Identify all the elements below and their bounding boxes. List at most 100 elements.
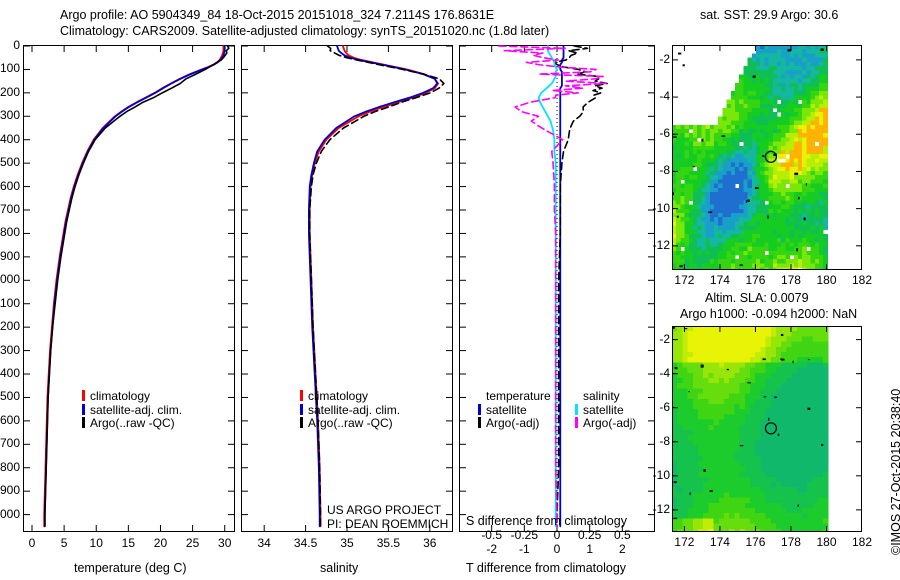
temperature-profile-panel xyxy=(23,45,235,532)
axis-tick-label: 1000 xyxy=(0,272,20,287)
axis-tick-label: 176 xyxy=(745,273,766,287)
axis-tick-label: 35.5 xyxy=(376,536,401,550)
t-difference-axis-title: T difference from climatology xyxy=(466,561,627,575)
sla-map-title-line2: Argo h1000: -0.094 h2000: NaN xyxy=(680,307,858,321)
difference-legend-salinity: salinity satellite Argo(-adj) xyxy=(575,389,637,431)
imos-copyright: ©IMOS 27-Oct-2015 20:38:40 xyxy=(889,388,900,555)
axis-tick-label: 174 xyxy=(709,535,730,549)
legend-swatch-satellite-adj xyxy=(82,403,85,415)
axis-tick-label: -12 xyxy=(652,501,670,516)
axis-tick-label: 700 xyxy=(0,202,20,216)
figure-title-line2: Climatology: CARS2009. Satellite-adjuste… xyxy=(60,24,550,38)
salinity-profile-panel xyxy=(241,45,453,532)
difference-profile-plot xyxy=(459,45,655,532)
axis-tick-label: 20 xyxy=(153,536,168,550)
legend-swatch-temperature-satellite xyxy=(478,403,481,415)
axis-tick-label: 300 xyxy=(0,108,20,123)
depth-axis-labels-left: 0 100 200 300 400 500 600 700 800 900 1000 1100 1200… xyxy=(0,0,23,580)
sst-map-title: sat. SST: 29.9 Argo: 30.6 xyxy=(700,8,839,22)
axis-tick-label: 35 xyxy=(340,536,354,550)
axis-tick-label: 172 xyxy=(674,273,695,287)
axis-tick-label: 172 xyxy=(674,535,695,549)
axis-tick-label: -0.25 xyxy=(510,528,539,542)
legend-swatch-temperature-argo xyxy=(478,417,481,428)
axis-tick-label: 1700 xyxy=(0,436,20,451)
salinity-axis-title: salinity xyxy=(320,561,359,575)
axis-tick-label: 1900 xyxy=(0,483,20,498)
axis-tick-label: 0 xyxy=(553,528,561,542)
axis-tick-label: -6 xyxy=(659,126,670,141)
legend-label-temperature-satellite: satellite xyxy=(486,402,527,417)
axis-tick-label: -2 xyxy=(659,51,670,66)
salinity-legend: climatology satellite-adj. clim. Argo(..… xyxy=(300,389,400,431)
axis-tick-label: 5 xyxy=(60,536,68,550)
legend-item-satellite-adj: satellite-adj. clim. xyxy=(82,403,182,418)
sst-map-plot xyxy=(672,45,862,270)
legend-swatch-salinity-satellite xyxy=(575,403,578,415)
legend-swatch-climatology xyxy=(82,390,85,401)
legend-swatch-satellite-adj-salinity xyxy=(300,403,303,415)
axis-tick-label: -6 xyxy=(659,399,670,414)
axis-tick-label: 1800 xyxy=(0,459,20,474)
sla-map-panel xyxy=(672,326,862,532)
salinity-profile-plot xyxy=(241,45,453,532)
axis-tick-label: -12 xyxy=(652,237,670,252)
axis-tick-label: 1 xyxy=(586,542,593,556)
legend-label-climatology: climatology xyxy=(90,389,151,403)
axis-tick-label: -8 xyxy=(659,163,670,178)
legend-swatch-salinity-argo xyxy=(575,417,578,428)
axis-tick-label: 36 xyxy=(423,536,437,550)
axis-tick-label: 100 xyxy=(0,61,20,76)
axis-tick-label: 800 xyxy=(0,225,20,240)
argo-float-marker xyxy=(764,422,778,435)
axis-tick-label: 1100 xyxy=(0,295,20,310)
legend-item-satellite-adj-salinity: satellite-adj. clim. xyxy=(300,403,400,418)
legend-item-climatology: climatology xyxy=(82,389,182,404)
legend-item-temperature-argo: Argo(-adj) xyxy=(478,416,551,431)
axis-tick-label: -1 xyxy=(518,542,530,556)
legend-item-argo-raw: Argo(..raw -QC) xyxy=(82,416,182,431)
figure-title-line1: Argo profile: AO 5904349_84 18-Oct-2015 … xyxy=(60,8,495,22)
axis-tick-label: -4 xyxy=(659,365,670,380)
axis-tick-label: -4 xyxy=(659,89,670,104)
axis-tick-label: 34 xyxy=(257,536,271,550)
axis-tick-label: 180 xyxy=(816,273,837,287)
axis-tick-label: 0.5 xyxy=(613,528,631,542)
axis-tick-label: 1200 xyxy=(0,319,20,334)
axis-tick-label: 1500 xyxy=(0,389,20,404)
axis-tick-label: 15 xyxy=(121,536,136,550)
temperature-axis-title: temperature (deg C) xyxy=(74,561,187,575)
series-argo-raw-qc- xyxy=(44,45,230,528)
axis-tick-label: 178 xyxy=(780,273,801,287)
axis-tick-label: 176 xyxy=(745,535,766,549)
axis-tick-label: 182 xyxy=(851,535,873,549)
axis-tick-label: 200 xyxy=(0,84,20,99)
temperature-legend: climatology satellite-adj. clim. Argo(..… xyxy=(82,389,182,431)
axis-tick-label: -2 xyxy=(486,542,497,556)
legend-swatch-argo-raw-salinity xyxy=(300,417,303,428)
axis-tick-label: 178 xyxy=(780,535,801,549)
axis-tick-label: 0 xyxy=(28,536,36,550)
axis-tick-label: 25 xyxy=(185,536,200,550)
legend-label-temperature-argo: Argo(-adj) xyxy=(486,416,540,430)
legend-item-temperature-satellite: satellite xyxy=(478,402,551,418)
axis-tick-label: 0.25 xyxy=(577,528,602,542)
axis-tick-label: 0 xyxy=(553,542,561,556)
axis-tick-label: -2 xyxy=(659,331,670,346)
legend-label-salinity-satellite: satellite xyxy=(583,402,624,417)
axis-tick-label: 1300 xyxy=(0,342,20,357)
axis-tick-label: 600 xyxy=(0,178,20,193)
axis-tick-label: -10 xyxy=(652,200,670,215)
axis-tick-label: 180 xyxy=(816,535,837,549)
legend-item-salinity-argo: Argo(-adj) xyxy=(575,416,637,431)
series-argo-raw-qc- xyxy=(308,45,445,528)
legend-label-salinity-argo: Argo(-adj) xyxy=(583,416,637,430)
axis-tick-label: 1600 xyxy=(0,412,20,427)
us-argo-project-line1: US ARGO PROJECT xyxy=(327,503,442,517)
legend-label-argo-raw-salinity: Argo(..raw -QC) xyxy=(308,416,393,430)
